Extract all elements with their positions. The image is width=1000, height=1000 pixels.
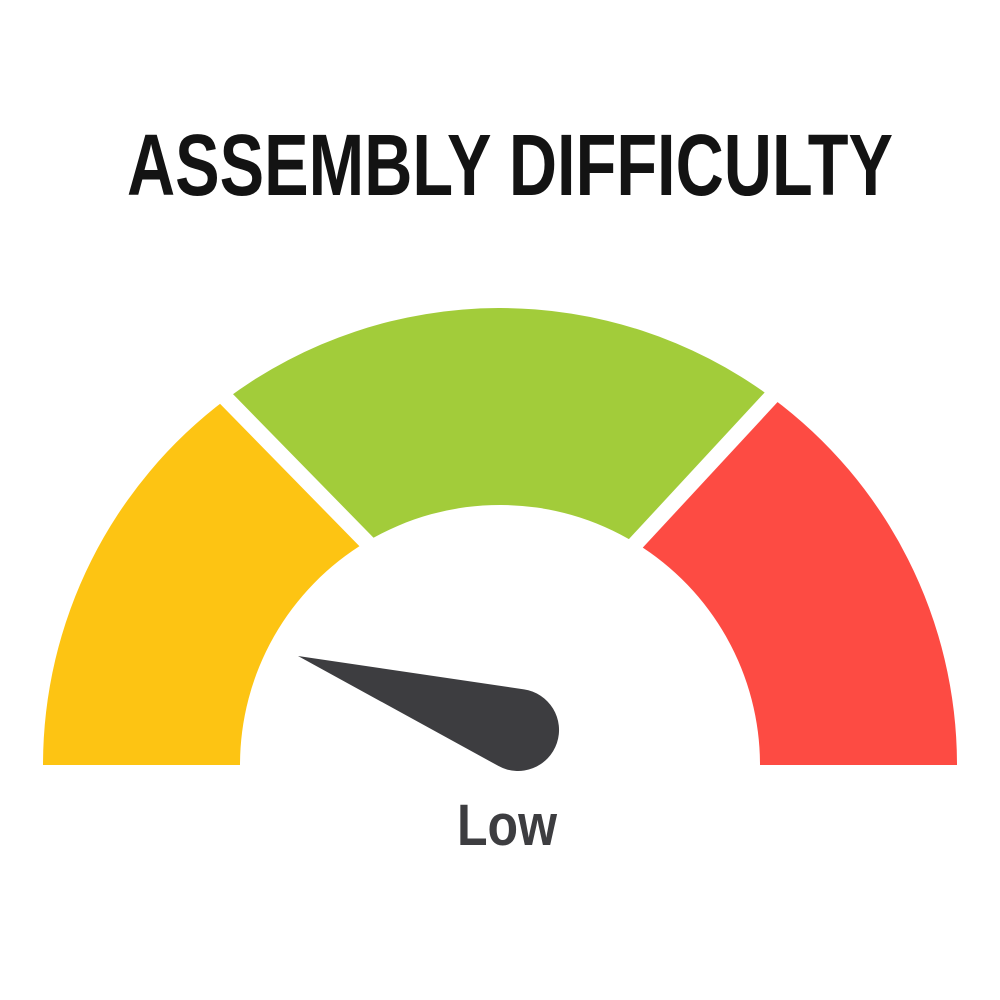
- gauge-segment-low: [43, 398, 367, 765]
- segment-gap-right: [616, 377, 791, 564]
- gauge-needle: [298, 656, 560, 771]
- chart-title: ASSEMBLY DIFFICULTY: [127, 117, 893, 214]
- gauge-segment-high: [635, 397, 957, 765]
- gauge-segment-medium: [226, 308, 772, 544]
- segment-gap-left: [206, 379, 387, 562]
- gauge-value-label: Low: [457, 793, 558, 858]
